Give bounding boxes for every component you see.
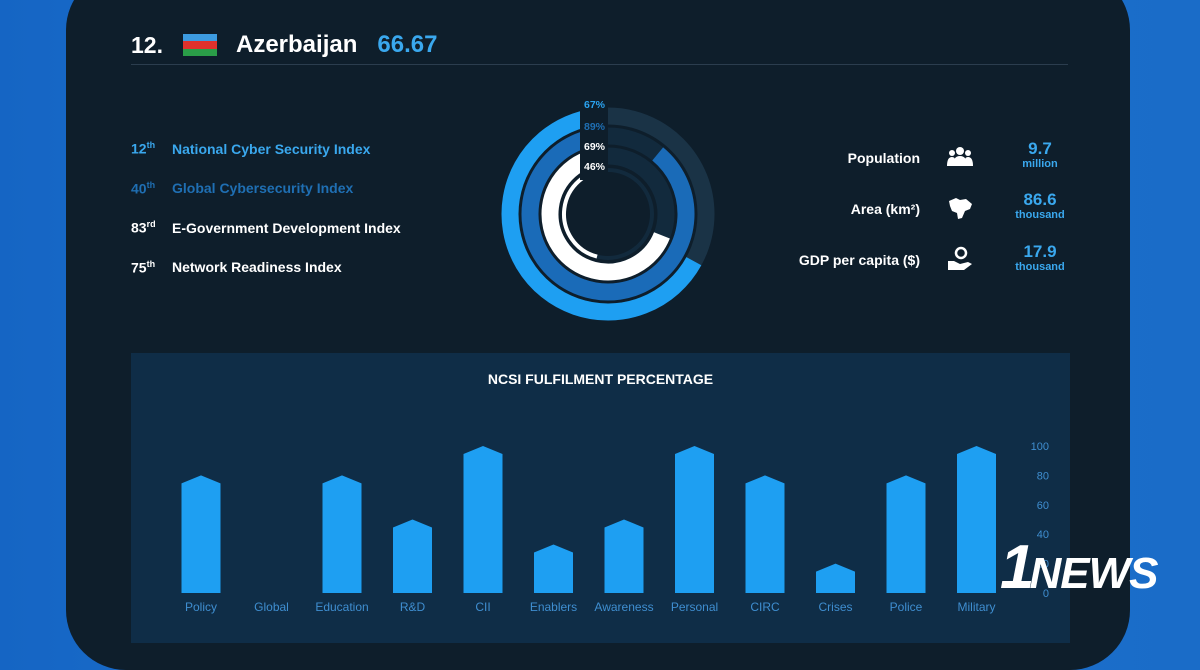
ring-gap bbox=[580, 92, 608, 180]
bar-cii bbox=[463, 446, 503, 593]
money-hand-icon bbox=[948, 246, 972, 270]
x-tick-label: CII bbox=[475, 600, 490, 614]
x-tick-label: CIRC bbox=[750, 600, 780, 614]
ring-arc-3 bbox=[562, 168, 609, 259]
index-rank: 83rd bbox=[131, 219, 156, 236]
y-tick-label: 20 bbox=[1037, 559, 1049, 571]
country-rank: 12. bbox=[131, 31, 163, 58]
ring-label: 46% bbox=[584, 161, 606, 173]
bar-awareness bbox=[604, 519, 644, 593]
chart-title: NCSI FULFILMENT PERCENTAGE bbox=[487, 371, 714, 387]
index-rank: 12th bbox=[131, 140, 156, 157]
flag-stripe-red bbox=[183, 41, 217, 49]
x-tick-label: Enablers bbox=[530, 600, 577, 614]
1news-logo: 1NEWS bbox=[1000, 533, 1158, 602]
country-score: 66.67 bbox=[377, 31, 438, 58]
map-icon bbox=[949, 198, 972, 219]
stat-label-population: Population bbox=[847, 150, 920, 166]
index-name: National Cyber Security Index bbox=[172, 140, 371, 157]
bar-policy bbox=[181, 475, 221, 593]
x-tick-label: Military bbox=[958, 600, 996, 614]
y-tick-label: 0 bbox=[1043, 588, 1049, 600]
y-tick-label: 60 bbox=[1037, 500, 1049, 512]
x-tick-label: Personal bbox=[671, 600, 718, 614]
x-tick-label: Policy bbox=[185, 600, 217, 614]
ncsi-bar-chart: Policy Global Education R&D CII Enablers Aware… bbox=[181, 441, 1049, 614]
bar-military bbox=[957, 446, 996, 593]
ncsi-chart-panel: NCSI FULFILMENT PERCENTAGE Policy Global E… bbox=[131, 353, 1070, 643]
index-row: 12th National Cyber Security Index bbox=[131, 140, 401, 180]
index-row: 75th Network Readiness Index bbox=[131, 259, 401, 299]
index-rings-chart: 67% 89% 69% 46% bbox=[501, 92, 715, 321]
bar-crises bbox=[816, 563, 855, 593]
bar-circ bbox=[745, 475, 785, 593]
ring-arc-1 bbox=[521, 127, 695, 301]
index-rank: 40th bbox=[131, 179, 156, 197]
x-tick-label: Police bbox=[890, 600, 923, 614]
ring-label: 69% bbox=[584, 141, 606, 153]
header-divider bbox=[131, 64, 1068, 65]
y-tick-label: 80 bbox=[1037, 470, 1049, 482]
index-rank: 75th bbox=[131, 258, 156, 276]
stat-label-gdp: GDP per capita ($) bbox=[798, 252, 920, 268]
country-header: 12. Azerbaijan 66.67 bbox=[131, 28, 437, 62]
bar-personal bbox=[675, 446, 714, 593]
bar-enablers bbox=[534, 544, 573, 593]
stat-value-population: 9.7 million bbox=[1022, 139, 1058, 171]
country-name: Azerbaijan bbox=[236, 31, 358, 58]
index-row: 40th Global Cybersecurity Index bbox=[131, 180, 401, 220]
azerbaijan-flag-icon bbox=[183, 34, 217, 56]
flag-stripe-green bbox=[183, 48, 217, 56]
index-name: Global Cybersecurity Index bbox=[172, 180, 354, 197]
x-tick-label: Awareness bbox=[594, 600, 653, 614]
ring-label: 67% bbox=[584, 99, 606, 111]
stat-label-area: Area (km²) bbox=[850, 201, 920, 217]
stat-value-area: 86.6 thousand bbox=[1015, 190, 1065, 222]
x-tick-label: R&D bbox=[400, 600, 426, 614]
ring-arc-2 bbox=[541, 147, 670, 281]
ring-label: 89% bbox=[584, 121, 606, 133]
index-name: Network Readiness Index bbox=[172, 259, 342, 276]
index-rank-list: 12th National Cyber Security Index 40th … bbox=[131, 140, 401, 298]
x-tick-label: Education bbox=[315, 600, 368, 614]
bar-education bbox=[322, 475, 362, 593]
y-tick-label: 40 bbox=[1037, 529, 1049, 541]
index-row: 83rd E-Government Development Index bbox=[131, 219, 401, 259]
x-tick-label: Crises bbox=[818, 600, 852, 614]
flag-stripe-blue bbox=[183, 34, 217, 42]
people-icon bbox=[947, 147, 973, 166]
bar-rd bbox=[393, 519, 432, 593]
bar-police bbox=[886, 475, 926, 593]
x-tick-label: Global bbox=[254, 600, 289, 614]
index-name: E-Government Development Index bbox=[172, 219, 401, 236]
y-tick-label: 100 bbox=[1031, 441, 1049, 453]
ring-arc-0 bbox=[501, 107, 702, 321]
stat-value-gdp: 17.9 thousand bbox=[1015, 242, 1065, 274]
